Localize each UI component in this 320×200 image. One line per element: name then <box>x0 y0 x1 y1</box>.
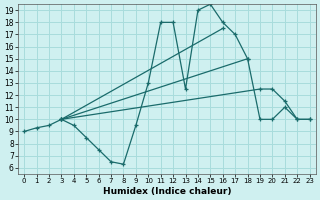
X-axis label: Humidex (Indice chaleur): Humidex (Indice chaleur) <box>103 187 231 196</box>
